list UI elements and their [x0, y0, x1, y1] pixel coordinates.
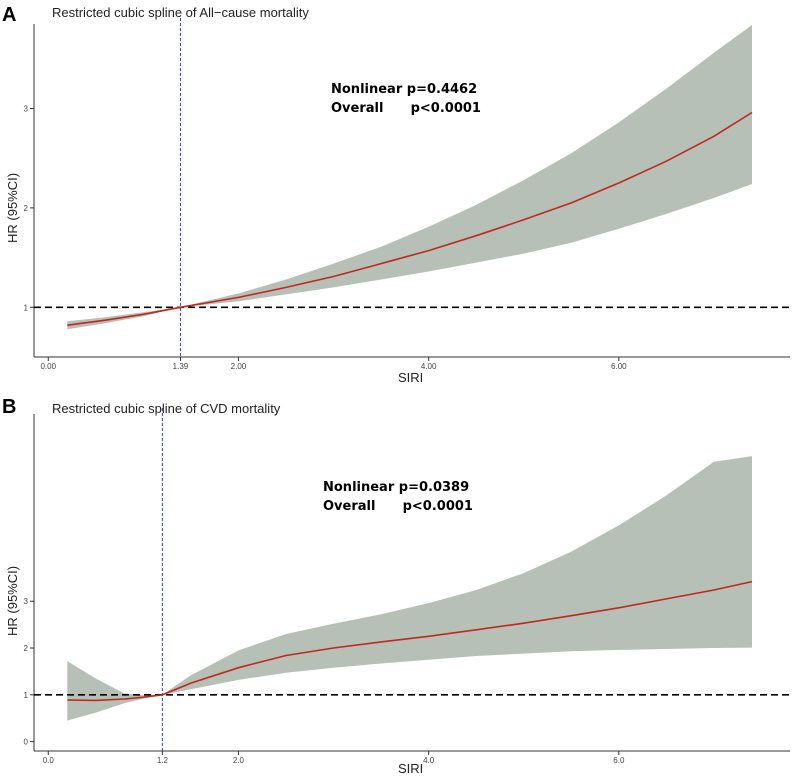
spline-plot-a: 0.00 1.39 2.00 4.00 6.00 1 2 3: [24, 18, 790, 371]
confidence-band: [67, 25, 753, 330]
spline-plot-b: 0.0 1.2 2.0 4.0 6.0 0 1 2 3: [24, 408, 790, 765]
chart-title: Restricted cubic spline of CVD mortality: [52, 401, 281, 416]
chart-title: Restricted cubic spline of All−cause mor…: [52, 5, 309, 20]
overall-p-value: Overall p<0.0001: [331, 101, 481, 116]
y-tick-label: 1: [24, 691, 29, 700]
x-tick-label: 1.39: [173, 362, 189, 371]
overall-p-value: Overall p<0.0001: [323, 499, 473, 514]
confidence-band: [67, 456, 753, 721]
panel-letter-b: B: [2, 396, 17, 418]
x-axis-label: SIRI: [398, 370, 424, 385]
x-tick-label: 0.0: [43, 756, 55, 765]
x-tick-label: 6.0: [613, 756, 625, 765]
panel-letter-a: A: [2, 4, 17, 26]
nonlinear-p-value: Nonlinear p=0.0389: [323, 480, 470, 495]
hr-spline-line: [67, 111, 753, 326]
x-tick-label: 0.00: [40, 362, 56, 371]
x-tick-label: 4.00: [421, 362, 437, 371]
chart-panel-b: B Restricted cubic spline of CVD mortali…: [0, 388, 794, 776]
x-axis-label: SIRI: [398, 761, 424, 776]
x-tick-label: 2.00: [231, 362, 247, 371]
chart-panel-a: A Restricted cubic spline of All−cause m…: [2, 4, 790, 385]
x-tick-label: 2.0: [233, 756, 245, 765]
x-tick-label: 1.2: [157, 756, 169, 765]
y-tick-label: 2: [24, 644, 29, 653]
y-tick-label: 0: [24, 738, 29, 747]
x-tick-label: 4.0: [423, 756, 435, 765]
hr-spline-line: [67, 580, 753, 702]
y-tick-label: 1: [24, 303, 29, 312]
y-tick-label: 3: [24, 597, 29, 606]
y-tick-label: 2: [24, 204, 29, 213]
nonlinear-p-value: Nonlinear p=0.4462: [331, 82, 478, 97]
x-tick-label: 6.00: [611, 362, 627, 371]
y-tick-label: 3: [24, 104, 29, 113]
